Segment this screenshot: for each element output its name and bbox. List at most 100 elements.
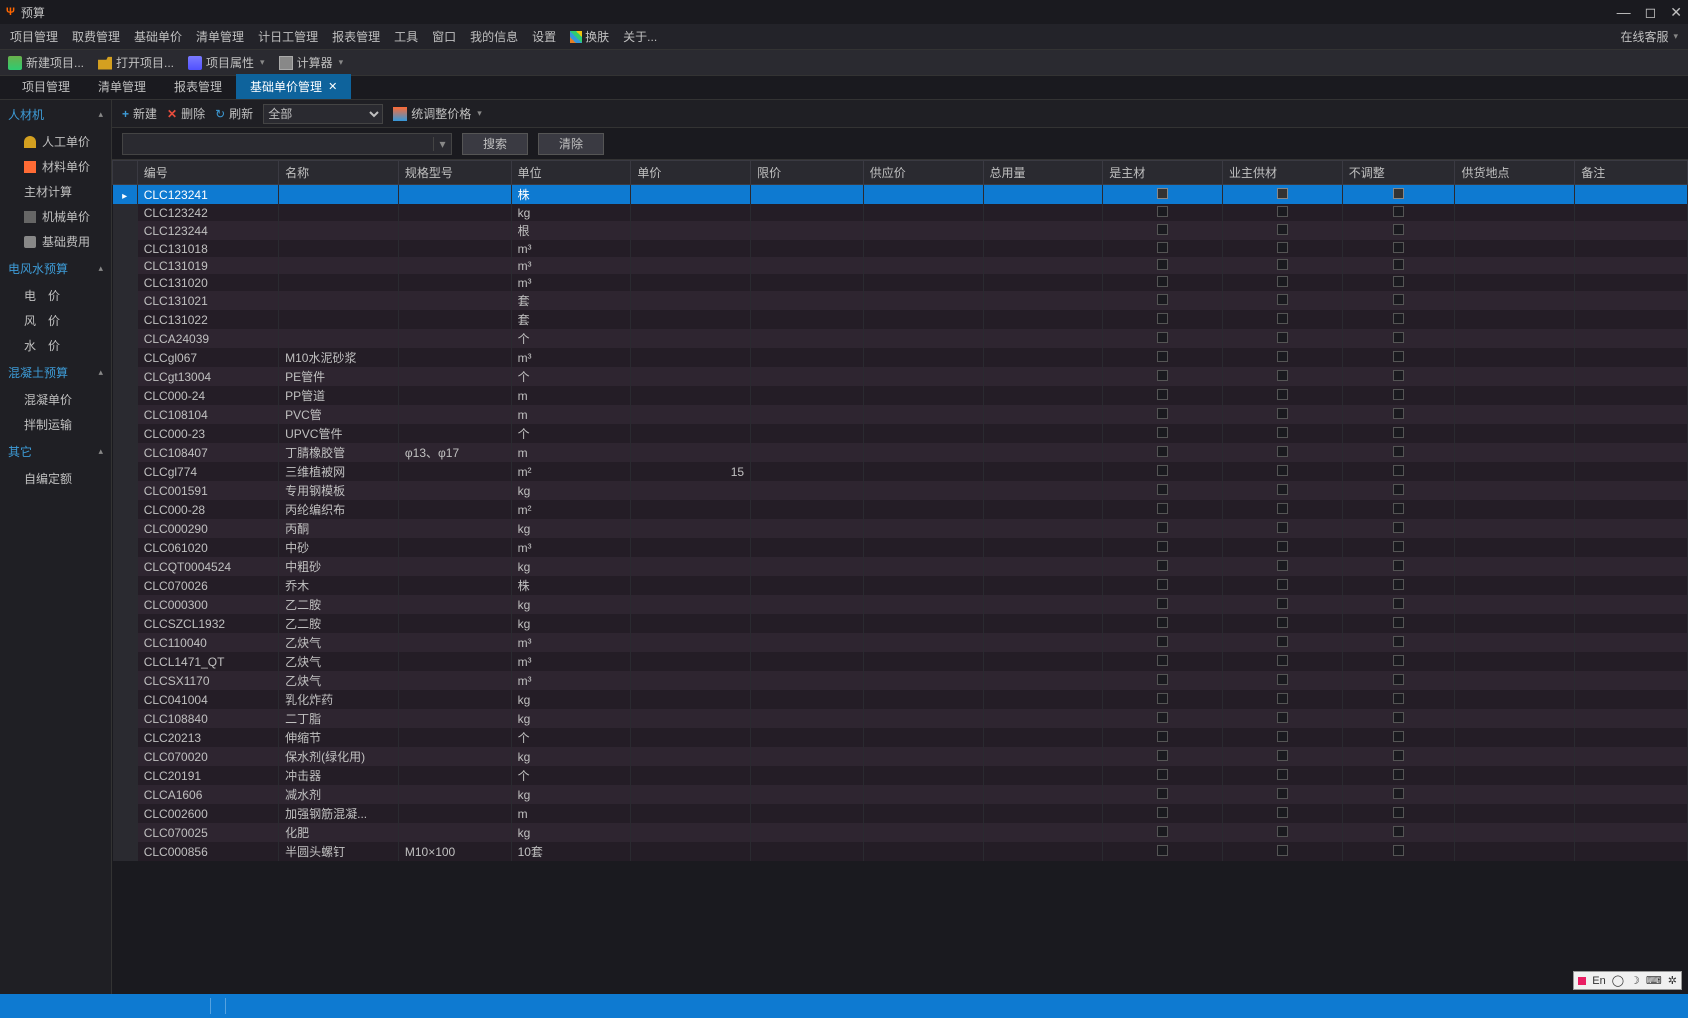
cell[interactable]	[398, 348, 511, 367]
table-row[interactable]: CLCSX1170乙炔气m³	[113, 671, 1688, 690]
cell[interactable]	[751, 557, 864, 576]
cell[interactable]	[1223, 291, 1343, 310]
cell[interactable]	[631, 424, 751, 443]
checkbox[interactable]	[1393, 484, 1404, 495]
cell[interactable]: m	[511, 443, 631, 462]
cell[interactable]	[1455, 785, 1575, 804]
cell[interactable]: 二丁脂	[279, 709, 399, 728]
checkbox[interactable]	[1277, 769, 1288, 780]
checkbox[interactable]	[1393, 636, 1404, 647]
cell[interactable]: 乙二胺	[279, 595, 399, 614]
cell[interactable]	[398, 405, 511, 424]
new-button[interactable]: + 新建	[122, 105, 157, 122]
tab-close-icon[interactable]: ✕	[328, 80, 337, 93]
checkbox[interactable]	[1393, 617, 1404, 628]
cell[interactable]: 个	[511, 728, 631, 747]
cell[interactable]	[1575, 424, 1688, 443]
cell[interactable]: kg	[511, 595, 631, 614]
cell[interactable]	[1342, 291, 1455, 310]
cell[interactable]	[1103, 766, 1223, 785]
search-button[interactable]: 搜索	[462, 133, 528, 155]
cell[interactable]	[1223, 519, 1343, 538]
table-row[interactable]: CLC000-28丙纶编织布m²	[113, 500, 1688, 519]
checkbox[interactable]	[1393, 370, 1404, 381]
checkbox[interactable]	[1393, 598, 1404, 609]
cell[interactable]	[1455, 633, 1575, 652]
cell[interactable]	[631, 633, 751, 652]
checkbox[interactable]	[1157, 522, 1168, 533]
cell[interactable]	[1575, 842, 1688, 861]
cell[interactable]	[1223, 329, 1343, 348]
cell[interactable]	[983, 614, 1103, 633]
cell[interactable]: m³	[511, 240, 631, 257]
menu-item-4[interactable]: 计日工管理	[258, 28, 318, 45]
cell[interactable]: CLCgl774	[137, 462, 278, 481]
cell[interactable]	[751, 291, 864, 310]
table-row[interactable]: CLCgt13004PE管件个	[113, 367, 1688, 386]
cell[interactable]	[1575, 185, 1688, 205]
cell[interactable]	[751, 804, 864, 823]
cell[interactable]	[1103, 690, 1223, 709]
cell[interactable]	[1103, 709, 1223, 728]
cell[interactable]: kg	[511, 747, 631, 766]
cell[interactable]	[1342, 804, 1455, 823]
table-row[interactable]: CLC061020中砂m³	[113, 538, 1688, 557]
checkbox[interactable]	[1393, 579, 1404, 590]
table-row[interactable]: CLC070026乔木株	[113, 576, 1688, 595]
cell[interactable]: m³	[511, 652, 631, 671]
cell[interactable]	[1342, 274, 1455, 291]
cell[interactable]	[398, 257, 511, 274]
checkbox[interactable]	[1157, 769, 1168, 780]
cell[interactable]	[863, 329, 983, 348]
cell[interactable]	[863, 804, 983, 823]
cell[interactable]	[279, 185, 399, 205]
cell[interactable]	[863, 257, 983, 274]
cell[interactable]	[1455, 367, 1575, 386]
cell[interactable]: CLCgt13004	[137, 367, 278, 386]
cell[interactable]	[1342, 519, 1455, 538]
cell[interactable]	[1342, 310, 1455, 329]
cell[interactable]	[983, 462, 1103, 481]
checkbox[interactable]	[1277, 731, 1288, 742]
cell[interactable]	[631, 221, 751, 240]
cell[interactable]: m³	[511, 671, 631, 690]
checkbox[interactable]	[1157, 693, 1168, 704]
cell[interactable]	[631, 766, 751, 785]
table-row[interactable]: CLC108104PVC管m	[113, 405, 1688, 424]
checkbox[interactable]	[1393, 224, 1404, 235]
cell[interactable]: 套	[511, 291, 631, 310]
cell[interactable]	[983, 823, 1103, 842]
checkbox[interactable]	[1277, 259, 1288, 270]
cell[interactable]	[751, 367, 864, 386]
cell[interactable]	[398, 329, 511, 348]
cell[interactable]	[1342, 614, 1455, 633]
cell[interactable]	[1103, 557, 1223, 576]
cell[interactable]	[1455, 842, 1575, 861]
cell[interactable]: CLC131021	[137, 291, 278, 310]
cell[interactable]	[983, 481, 1103, 500]
checkbox[interactable]	[1157, 484, 1168, 495]
cell[interactable]	[631, 671, 751, 690]
cell[interactable]	[1455, 519, 1575, 538]
cell[interactable]	[1103, 329, 1223, 348]
cell[interactable]	[751, 747, 864, 766]
table-row[interactable]: CLC110040乙炔气m³	[113, 633, 1688, 652]
cell[interactable]	[398, 386, 511, 405]
cell[interactable]: CLC000-28	[137, 500, 278, 519]
cell[interactable]	[751, 595, 864, 614]
cell[interactable]	[1455, 386, 1575, 405]
checkbox[interactable]	[1157, 655, 1168, 666]
menu-item-0[interactable]: 项目管理	[10, 28, 58, 45]
cell[interactable]: 减水剂	[279, 785, 399, 804]
cell[interactable]	[751, 519, 864, 538]
menu-online-support[interactable]: 在线客服▾	[1620, 28, 1678, 45]
cell[interactable]	[1342, 500, 1455, 519]
table-row[interactable]: CLC000290丙酮kg	[113, 519, 1688, 538]
cell[interactable]: 乔木	[279, 576, 399, 595]
cell[interactable]	[1342, 405, 1455, 424]
checkbox[interactable]	[1157, 351, 1168, 362]
cell[interactable]: 丁腈橡胶管	[279, 443, 399, 462]
cell[interactable]: CLCgl067	[137, 348, 278, 367]
cell[interactable]	[1103, 804, 1223, 823]
cell[interactable]	[631, 405, 751, 424]
